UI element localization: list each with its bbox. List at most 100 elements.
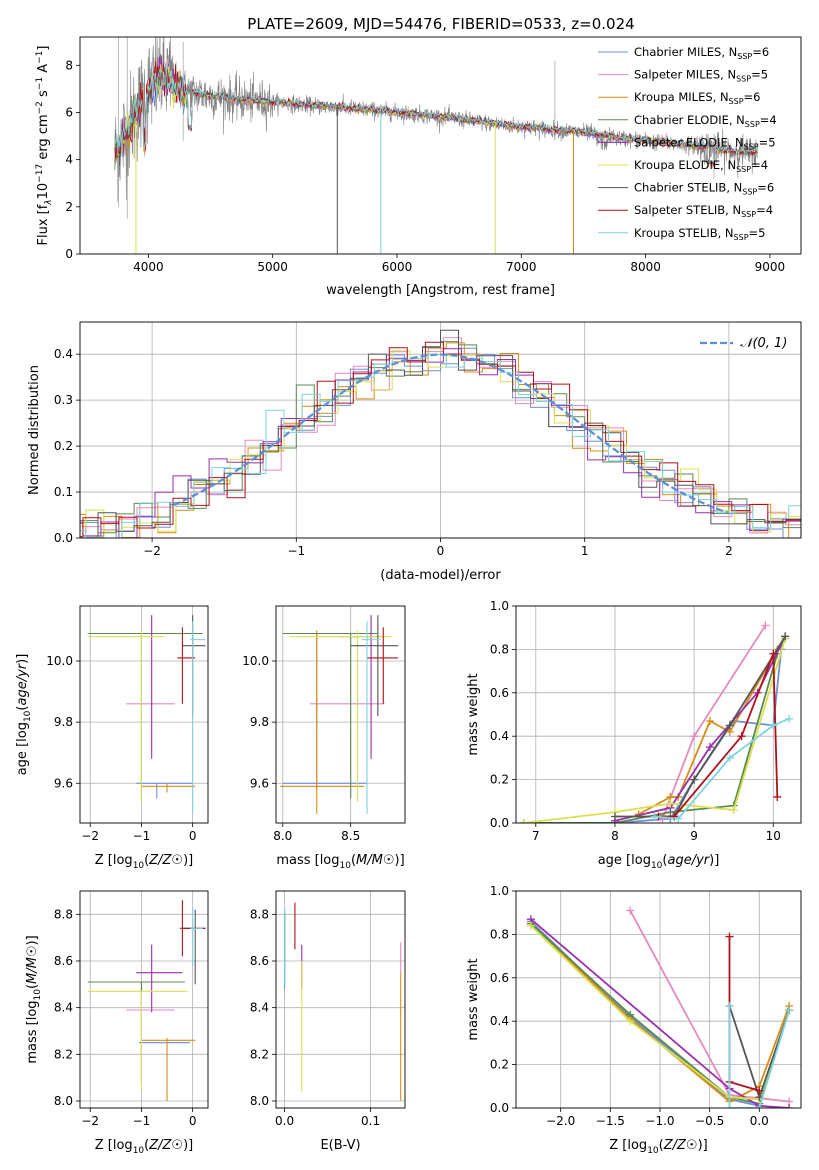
panel-spectrum: 4000 5000 6000 7000 8000 9000 0 2 4 6 8 wavelength … xyxy=(35,36,802,298)
tick-label-x: 9 xyxy=(690,829,698,843)
tick-label-y: 8.2 xyxy=(54,1047,73,1061)
tick-label-x: 8.0 xyxy=(273,829,292,843)
weight-marker xyxy=(785,1104,794,1108)
label-part: mass [log xyxy=(25,1000,40,1063)
legend-value: =6 xyxy=(757,181,774,195)
legend-sub: SSP xyxy=(736,75,751,84)
panel-residuals: −2 −1 0 1 2 0.0 0.1 0.2 0.3 0.4 𝒩(0, 1) (data-model… xyxy=(27,321,802,583)
axes-frame xyxy=(79,890,209,1109)
legend-entry: Kroupa STELIB, NSSP=5 xyxy=(634,226,765,242)
x-axis-label: age [log10(age/yr)] xyxy=(598,853,720,871)
weight-marker xyxy=(526,921,535,930)
tick-label-x: 7000 xyxy=(506,260,537,274)
y-label-part: 10 xyxy=(36,183,51,200)
tick-label-y: 9.8 xyxy=(54,715,73,729)
tick-label-x: 2 xyxy=(725,544,733,558)
tick-label-x: −1.0 xyxy=(645,1114,674,1128)
weight-line xyxy=(530,918,790,1108)
panel-age-vs-mass: 8.0 8.5 9.6 9.8 10.0 mass [log10(M/M☉)] xyxy=(242,605,406,871)
tick-label-x: 6000 xyxy=(382,260,413,274)
weight-marker xyxy=(626,1017,635,1026)
histogram-step xyxy=(80,342,801,538)
tick-label-y: 0.2 xyxy=(490,1058,509,1072)
legend-name: Salpeter ELODIE, N xyxy=(634,135,744,149)
tick-label-y: 0.4 xyxy=(490,1014,509,1028)
x-axis-label: wavelength [Angstrom, rest frame] xyxy=(326,283,555,298)
tick-label-y: 0.0 xyxy=(54,531,73,545)
legend-sub: SSP xyxy=(734,233,749,242)
weight-line xyxy=(638,648,779,816)
legend-name: Kroupa STELIB, N xyxy=(634,226,734,240)
tick-label-y: 1.0 xyxy=(490,884,509,898)
label-part: ( xyxy=(15,706,30,711)
axes-frame xyxy=(275,605,406,824)
legend-value: =4 xyxy=(760,113,777,127)
legend-value: =5 xyxy=(749,226,766,240)
spectrum-plot-area xyxy=(114,37,758,254)
axes-frame xyxy=(515,605,802,824)
label-part: ( xyxy=(144,853,149,868)
label-sub: 10 xyxy=(23,710,33,722)
label-part: )] xyxy=(25,935,40,945)
legend-value: =4 xyxy=(751,158,768,172)
tick-label-y: 10.0 xyxy=(242,654,269,668)
tick-label-y: 8.8 xyxy=(54,907,73,921)
tick-label-x: 8.5 xyxy=(341,829,360,843)
weight-marker xyxy=(666,799,675,808)
legend-entry: Kroupa MILES, NSSP=6 xyxy=(634,90,760,106)
tick-label-y: 0.1 xyxy=(54,485,73,499)
weight-marker xyxy=(650,812,659,821)
weight-marker xyxy=(725,721,734,730)
weight-marker xyxy=(785,1006,794,1015)
tick-label-x: 0 xyxy=(437,544,445,558)
errorbar-plot-area xyxy=(284,902,402,1101)
tick-label-x: −2.0 xyxy=(546,1114,575,1128)
tick-label-y: 2 xyxy=(65,200,73,214)
tick-label-y: 4 xyxy=(65,153,73,167)
axes-frame xyxy=(275,890,406,1109)
x-axis-label: mass [log10(M/M☉)] xyxy=(276,853,404,871)
legend-value: =4 xyxy=(756,203,773,217)
label-part: ( xyxy=(351,853,356,868)
tick-label-x: 4000 xyxy=(133,260,164,274)
label-var: M/M☉ xyxy=(25,945,40,983)
y-axis-label: mass weight xyxy=(466,673,481,755)
y-axis-label: mass weight xyxy=(466,958,481,1040)
normal-reference-curve xyxy=(173,353,728,514)
panel-age-vs-Z: −2 −1 09.69.810.0Z [log10(Z/Z☉)]age [log10… xyxy=(15,605,209,871)
tick-label-y: 0.2 xyxy=(54,439,73,453)
legend-sub: SSP xyxy=(742,188,757,197)
label-sub: 10 xyxy=(133,861,145,871)
weight-marker xyxy=(626,906,635,915)
label-part: )] xyxy=(395,853,405,868)
tick-label-y: 8.2 xyxy=(250,1047,269,1061)
tick-label-x: 0.0 xyxy=(275,1114,294,1128)
x-axis-label: Z [log10(Z/Z☉)] xyxy=(95,853,193,871)
histogram-step xyxy=(80,329,801,538)
legend-entry: Salpeter ELODIE, NSSP=5 xyxy=(634,135,776,151)
label-part: mass [log xyxy=(276,853,339,868)
histogram-step xyxy=(80,341,801,538)
weight-marker xyxy=(725,932,734,941)
legend-sub: SSP xyxy=(736,165,751,174)
y-label-part: Flux [f xyxy=(36,204,51,245)
tick-label-x: −2 xyxy=(81,1114,99,1128)
label-part: ( xyxy=(659,1138,664,1153)
y-label-part: λ xyxy=(44,199,54,205)
legend-entry: Chabrier MILES, NSSP=6 xyxy=(634,45,769,61)
legend-name: Kroupa ELODIE, N xyxy=(634,158,736,172)
legend-entry: Salpeter STELIB, NSSP=4 xyxy=(634,203,773,219)
weight-marker xyxy=(725,1104,734,1108)
label-sub: 10 xyxy=(651,861,663,871)
weight-marker xyxy=(755,1104,764,1108)
tick-label-y: 9.8 xyxy=(250,715,269,729)
tick-label-x: 8 xyxy=(611,829,619,843)
label-part: ( xyxy=(25,984,40,989)
y-axis-label: Normed distribution xyxy=(27,365,42,495)
label-part: Z [log xyxy=(95,1138,133,1153)
y-label-part: −1 xyxy=(35,51,45,64)
y-label-part: A xyxy=(36,64,51,77)
weight-marker xyxy=(690,775,699,784)
x-axis-label: E(B-V) xyxy=(320,1138,360,1153)
